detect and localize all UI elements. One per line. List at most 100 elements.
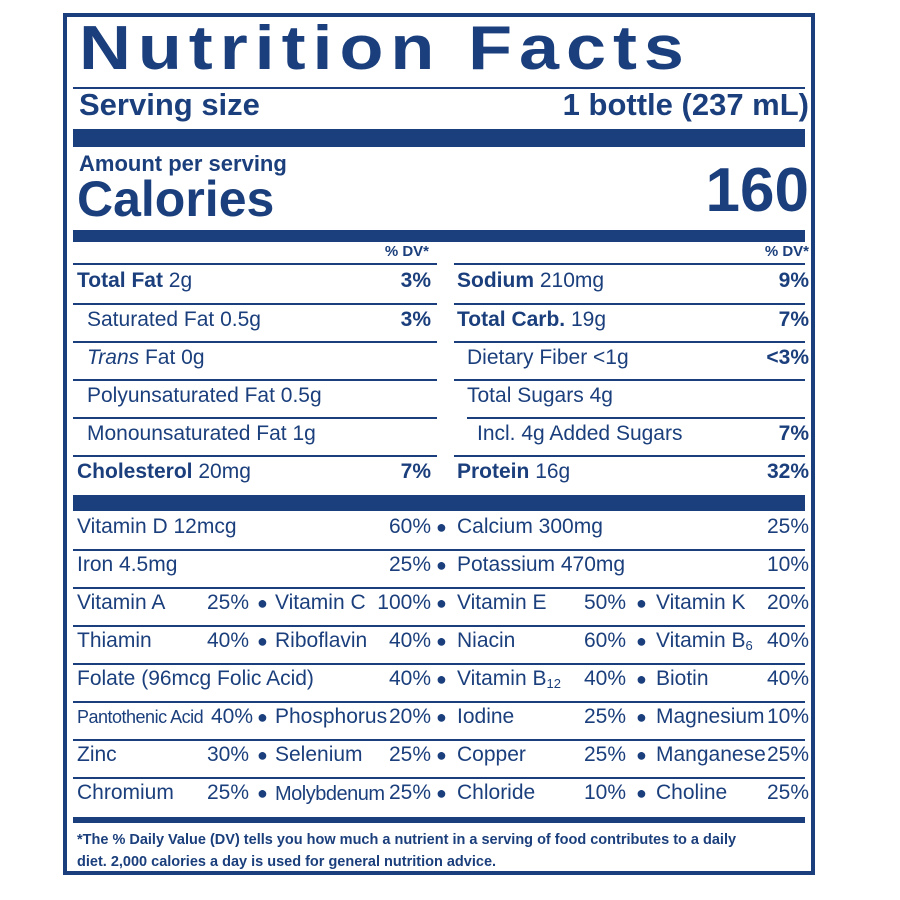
thick-divider-4 [73,817,805,823]
vitamin-k-name: Vitamin K [656,591,746,614]
protein-row: Protein 16g [457,460,570,484]
total-carb-name: Total Carb. [457,308,566,331]
bullet-dot: ● [636,707,647,727]
added-sugars-dv: 7% [778,422,809,445]
pantothenic-acid-dv: 40% [211,705,254,728]
nutrition-facts-panel: Nutrition Facts Serving size 1 bottle (2… [63,13,815,875]
vitamin-d-name: Vitamin D 12mcg [77,515,237,538]
footnote-line-2: diet. 2,000 calories a day is used for g… [77,854,497,870]
rule-right-3 [454,379,805,381]
bullet-dot: ● [436,555,447,575]
selenium-dv: 25% [388,743,431,766]
copper-dv: 25% [584,743,627,766]
zinc-name: Zinc [77,743,117,766]
title-divider [73,87,805,89]
bullet-dot: ● [257,783,268,803]
vitamin-k-dv: 20% [766,591,809,614]
bullet-dot: ● [257,593,268,613]
cholesterol-row: Cholesterol 20mg [77,460,251,484]
bullet-dot: ● [636,745,647,765]
protein-name: Protein [457,460,530,483]
bullet-dot: ● [436,593,447,613]
protein-amount: 16g [535,460,571,483]
vitamin-d-dv: 60% [388,515,431,538]
saturated-fat-name: Saturated Fat 0.5g [87,308,261,331]
bullet-dot: ● [257,707,268,727]
vitamin-b6-dv: 40% [766,629,809,652]
amount-per-serving-label: Amount per serving [79,151,287,176]
choline-name: Choline [656,781,728,804]
sodium-dv: 9% [778,269,809,292]
folate-dv: 40% [388,667,431,690]
total-carb-dv: 7% [778,308,809,331]
potassium-dv: 10% [766,553,809,576]
vitamin-rule-5 [73,701,805,703]
protein-dv: 32% [766,460,809,483]
rule-right-4 [467,417,805,419]
thick-divider-1 [73,129,805,147]
saturated-fat-dv: 3% [400,308,431,331]
vitamin-rule-3 [73,625,805,627]
dietary-fiber-name: Dietary Fiber <1g [467,346,629,369]
bullet-dot: ● [436,631,447,651]
chromium-dv: 25% [207,781,250,804]
cholesterol-name: Cholesterol [77,460,193,483]
riboflavin-dv: 40% [388,629,431,652]
vitamin-b12-name: Vitamin B12 [457,667,561,691]
sodium-row: Sodium 210mg [457,269,604,293]
vitamin-e-dv: 50% [584,591,627,614]
manganese-dv: 25% [766,743,809,766]
calcium-name: Calcium 300mg [457,515,603,538]
vitamin-a-name: Vitamin A [77,591,166,614]
vitamin-c-name: Vitamin C [275,591,366,614]
iodine-dv: 25% [584,705,627,728]
trans-fat-row: Trans Fat 0g [87,346,205,370]
iodine-name: Iodine [457,705,515,728]
vitamin-rule-7 [73,777,805,779]
chloride-name: Chloride [457,781,536,804]
magnesium-dv: 10% [766,705,809,728]
calories-value: 160 [705,156,809,225]
vitamin-rule-2 [73,587,805,589]
cholesterol-dv: 7% [400,460,431,483]
trans-fat-italic: Trans [87,346,140,369]
thiamin-name: Thiamin [77,629,152,652]
vitamin-c-dv: 100% [377,591,431,614]
rule-right-0 [454,263,805,265]
vitamin-b6-name: Vitamin B6 [656,629,753,653]
sodium-name: Sodium [457,269,534,292]
panel-title: Nutrition Facts [79,14,691,83]
bullet-dot: ● [636,669,647,689]
phosphorus-name: Phosphorus [275,705,388,728]
calcium-dv: 25% [766,515,809,538]
total-sugars-name: Total Sugars 4g [467,384,613,407]
bullet-dot: ● [636,631,647,651]
total-fat-dv: 3% [400,269,431,292]
rule-right-1 [454,303,805,305]
choline-dv: 25% [766,781,809,804]
total-fat-amount: 2g [168,269,193,292]
trans-fat-name: Fat 0g [144,346,205,369]
bullet-dot: ● [636,783,647,803]
polyunsaturated-fat-name: Polyunsaturated Fat 0.5g [87,384,322,407]
magnesium-name: Magnesium [656,705,765,728]
dv-header-left: % DV* [384,243,429,260]
dv-header-right: % DV* [764,243,809,260]
footnote-line-1: *The % Daily Value (DV) tells you how mu… [77,832,737,848]
sodium-amount: 210mg [539,269,605,292]
iron-dv: 25% [388,553,431,576]
chromium-name: Chromium [77,781,174,804]
bullet-dot: ● [636,593,647,613]
biotin-dv: 40% [766,667,809,690]
niacin-name: Niacin [457,629,516,652]
vitamin-b12-dv: 40% [584,667,627,690]
bullet-dot: ● [436,707,447,727]
rule-left-2 [73,341,437,343]
total-carb-amount: 19g [570,308,607,331]
folate-name: Folate (96mcg Folic Acid) [77,667,314,690]
rule-left-3 [73,379,437,381]
calories-label: Calories [77,171,275,227]
phosphorus-dv: 20% [388,705,431,728]
serving-size-label: Serving size [79,87,260,122]
dietary-fiber-dv: <3% [766,346,809,369]
